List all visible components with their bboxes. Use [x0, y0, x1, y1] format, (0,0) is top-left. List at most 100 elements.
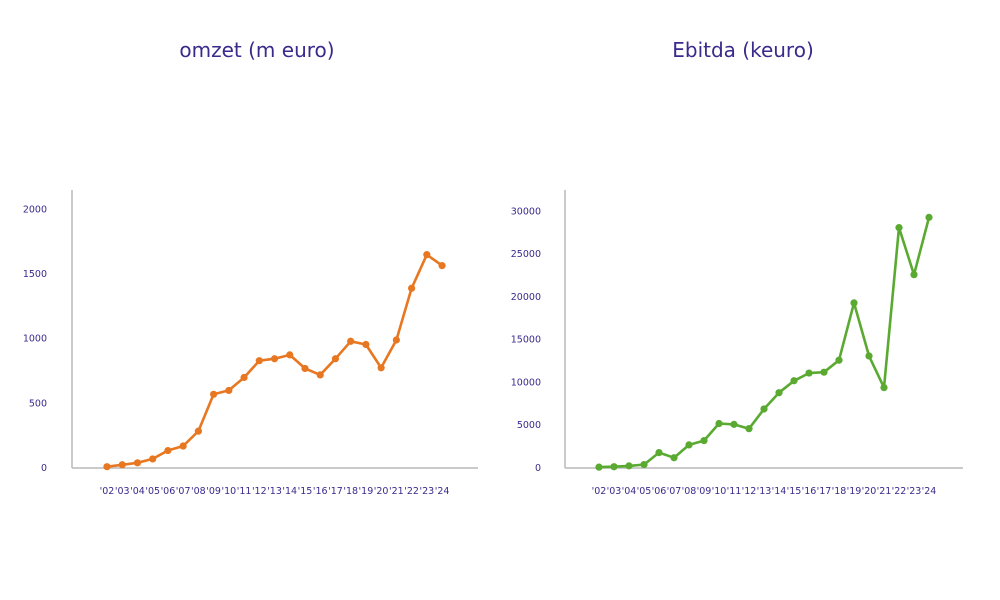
chart-title-omzet: omzet (m euro) — [179, 38, 335, 62]
ebitda-data-point — [775, 389, 783, 397]
ebitda-data-point — [640, 460, 648, 469]
ebitda-x-tick-label: '21 — [877, 486, 892, 497]
omzet-x-tick-label: '08 — [191, 486, 206, 497]
ebitda-data-point — [910, 271, 918, 279]
omzet-data-point — [408, 284, 416, 292]
omzet-data-point — [149, 455, 157, 463]
ebitda-y-tick-label: 30000 — [511, 206, 541, 217]
ebitda-data-point — [715, 419, 723, 428]
omzet-y-tick-label: 500 — [29, 398, 47, 409]
ebitda-data-point — [820, 368, 828, 376]
ebitda-x-tick-label: '11 — [727, 486, 742, 497]
omzet-y-tick-label: 0 — [41, 463, 47, 474]
ebitda-x-tick-label: '24 — [922, 486, 937, 497]
ebitda-x-tick-label: '10 — [712, 486, 727, 497]
ebitda-data-point — [850, 299, 858, 307]
chart-title-ebitda: Ebitda (keuro) — [672, 38, 814, 62]
ebitda-x-tick-label: '22 — [892, 486, 907, 497]
ebitda-x-tick-label: '12 — [742, 486, 757, 497]
ebitda-x-tick-label: '19 — [847, 486, 862, 497]
omzet-x-tick-label: '02 — [100, 486, 115, 497]
omzet-data-point — [194, 427, 202, 435]
omzet-data-point — [118, 461, 126, 469]
omzet-data-point — [362, 340, 370, 349]
ebitda-x-tick-label: '17 — [817, 486, 832, 497]
ebitda-y-tick-label: 0 — [535, 463, 541, 474]
ebitda-x-tick-label: '15 — [787, 486, 802, 497]
ebitda-y-tick-label: 10000 — [511, 377, 541, 388]
omzet-x-tick-label: '22 — [404, 486, 419, 497]
ebitda-data-point — [895, 224, 903, 232]
omzet-data-point — [225, 386, 233, 395]
omzet-x-tick-label: '07 — [176, 486, 191, 497]
ebitda-data-point — [595, 463, 603, 471]
ebitda-data-point — [805, 369, 813, 377]
omzet-x-tick-label: '20 — [374, 486, 389, 497]
omzet-data-point — [240, 373, 248, 382]
omzet-x-tick-label: '09 — [206, 486, 221, 497]
ebitda-data-point — [745, 425, 753, 433]
omzet-data-point — [103, 463, 111, 471]
omzet-data-point — [270, 355, 279, 363]
omzet-x-tick-label: '18 — [343, 486, 358, 497]
ebitda-data-point — [655, 449, 663, 457]
omzet-data-point — [286, 351, 294, 359]
ebitda-x-tick-label: '18 — [832, 486, 847, 497]
ebitda-x-tick-label: '20 — [862, 486, 877, 497]
ebitda-x-tick-label: '03 — [607, 486, 622, 497]
omzet-data-point — [377, 364, 385, 372]
ebitda-x-tick-label: '02 — [592, 486, 607, 497]
omzet-data-point — [255, 357, 263, 365]
ebitda-x-tick-label: '04 — [622, 486, 637, 497]
omzet-y-tick-label: 2000 — [23, 204, 47, 215]
ebitda-data-point — [835, 356, 843, 364]
ebitda-data-point — [625, 462, 633, 470]
omzet-data-point — [392, 336, 400, 344]
omzet-data-point — [301, 364, 309, 373]
omzet-x-tick-label: '21 — [389, 486, 404, 497]
omzet-x-tick-label: '06 — [161, 486, 176, 497]
ebitda-data-point — [670, 454, 678, 462]
ebitda-y-tick-label: 5000 — [517, 420, 541, 431]
omzet-y-tick-label: 1500 — [23, 269, 47, 280]
ebitda-data-point — [700, 437, 708, 445]
ebitda-data-point — [880, 383, 888, 392]
ebitda-x-tick-label: '14 — [772, 486, 787, 497]
omzet-x-tick-label: '04 — [130, 486, 145, 497]
omzet-data-point — [423, 251, 431, 259]
ebitda-y-tick-label: 20000 — [511, 292, 541, 303]
ebitda-data-point — [790, 377, 798, 385]
ebitda-x-tick-label: '08 — [682, 486, 697, 497]
ebitda-x-tick-label: '16 — [802, 486, 817, 497]
omzet-data-point — [331, 355, 340, 363]
omzet-data-point — [347, 337, 355, 345]
omzet-data-point — [164, 446, 172, 455]
omzet-x-tick-label: '15 — [298, 486, 313, 497]
ebitda-x-tick-label: '23 — [907, 486, 922, 497]
omzet-y-tick-label: 1000 — [23, 334, 47, 345]
ebitda-data-point — [865, 352, 873, 360]
omzet-data-point — [210, 390, 218, 398]
omzet-x-tick-label: '16 — [313, 486, 328, 497]
omzet-x-tick-label: '12 — [252, 486, 267, 497]
omzet-data-point — [133, 459, 142, 467]
ebitda-data-point — [685, 441, 693, 449]
ebitda-data-point — [760, 405, 768, 413]
omzet-data-point — [179, 442, 187, 450]
omzet-x-tick-label: '14 — [282, 486, 297, 497]
omzet-x-tick-label: '05 — [145, 486, 160, 497]
ebitda-x-tick-label: '05 — [637, 486, 652, 497]
omzet-x-tick-label: '17 — [328, 486, 343, 497]
omzet-x-tick-label: '23 — [419, 486, 434, 497]
omzet-x-tick-label: '19 — [359, 486, 374, 497]
ebitda-series-line — [597, 216, 931, 469]
omzet-x-tick-label: '03 — [115, 486, 130, 497]
omzet-x-tick-label: '11 — [237, 486, 252, 497]
omzet-x-tick-label: '10 — [221, 486, 236, 497]
ebitda-y-tick-label: 15000 — [511, 335, 541, 346]
ebitda-data-point — [610, 463, 618, 471]
ebitda-data-point — [730, 420, 738, 428]
